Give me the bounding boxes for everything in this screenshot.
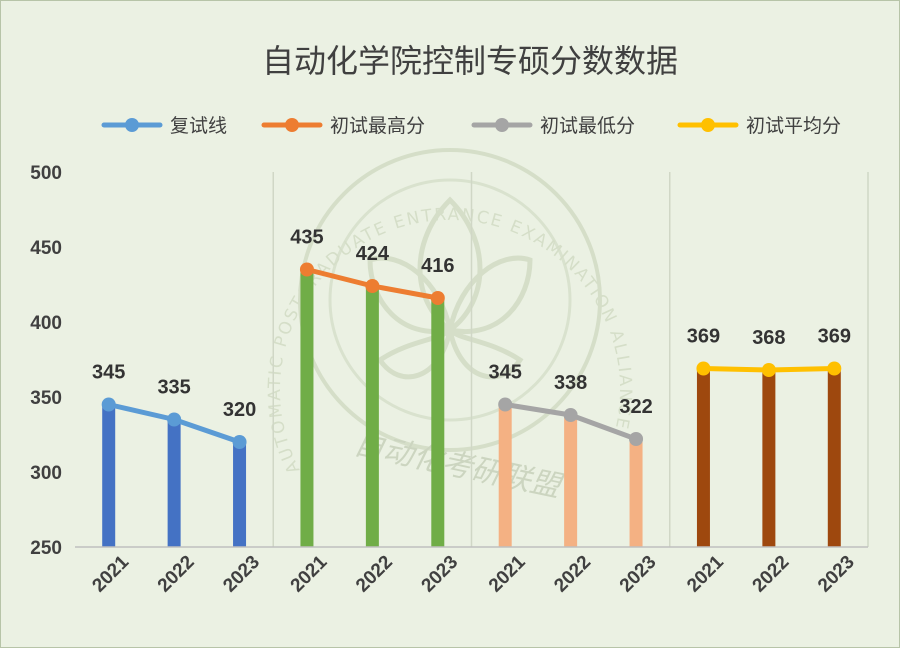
bar: [827, 368, 841, 547]
x-tick-label: 2023: [219, 552, 264, 597]
data-label: 424: [356, 243, 390, 265]
bar: [498, 404, 512, 547]
legend-label: 初试平均分: [746, 115, 841, 137]
bar: [300, 269, 314, 547]
y-tick-label: 350: [30, 388, 62, 409]
bar: [102, 404, 116, 547]
y-axis: 250 300 350 400 450 500: [30, 163, 62, 559]
y-tick-label: 250: [30, 538, 62, 559]
data-label: 335: [157, 377, 190, 399]
y-tick-label: 400: [30, 313, 62, 334]
data-point: [696, 361, 711, 376]
data-point: [563, 408, 578, 422]
data-point: [299, 262, 314, 277]
data-label: 338: [554, 372, 587, 394]
legend-item: 复试线: [101, 115, 227, 137]
legend-marker: [495, 118, 509, 132]
data-point: [101, 397, 116, 412]
x-tick-label: 2021: [88, 551, 133, 596]
data-point: [498, 397, 513, 412]
bar: [167, 419, 181, 547]
data-point: [167, 412, 182, 427]
series-group-3: 345 338 322: [489, 362, 653, 547]
legend-item: 初试最低分: [471, 115, 635, 137]
bar: [629, 439, 643, 547]
data-label: 369: [818, 326, 851, 348]
chart-title: 自动化学院控制专硕分数数据: [262, 42, 678, 80]
x-tick-label: 2022: [550, 552, 595, 597]
panel-separators: [272, 172, 869, 547]
legend-item: 初试平均分: [677, 115, 841, 137]
series-group-4: 369 368 369: [687, 326, 851, 547]
bar: [431, 298, 445, 547]
series-group-2: 435 424 416: [290, 227, 454, 547]
x-axis: 2021 2022 2023 2021 2022 2023 2021 2022 2023 2021…: [75, 546, 868, 597]
data-point: [761, 363, 776, 377]
watermark-inner-ring: [328, 178, 572, 422]
bar: [233, 442, 247, 547]
series-layer: 345 335 320 435 424 416 345 338 322 369 368 369: [92, 227, 851, 547]
x-tick-label: 2021: [287, 551, 332, 596]
data-label: 369: [687, 326, 720, 348]
data-label: 345: [92, 362, 125, 384]
data-label: 320: [223, 399, 256, 421]
x-tick-label: 2023: [418, 552, 463, 597]
data-point: [827, 361, 842, 376]
data-point: [629, 432, 644, 446]
x-tick-label: 2021: [683, 551, 728, 596]
data-label: 345: [489, 362, 522, 384]
x-tick-label: 2022: [154, 552, 199, 597]
watermark-emblem: [367, 196, 533, 380]
legend-marker: [285, 118, 299, 132]
series-group-1: 345 335 320: [92, 362, 256, 547]
legend: 复试线 初试最高分 初试最低分 初试平均分: [101, 115, 841, 137]
legend-label: 初试最高分: [330, 115, 425, 137]
y-tick-label: 300: [30, 463, 62, 484]
data-point: [430, 291, 445, 305]
bar: [365, 286, 379, 547]
bar: [762, 370, 776, 547]
legend-label: 初试最低分: [540, 115, 635, 137]
x-tick-label: 2023: [616, 552, 661, 597]
watermark-center-text: 自动化考研联盟: [351, 427, 567, 506]
legend-label: 复试线: [170, 115, 227, 137]
data-label: 368: [752, 327, 785, 349]
bar: [696, 368, 710, 547]
watermark-ring: [298, 148, 602, 452]
bar: [564, 415, 578, 547]
watermark: AUTOMATIC POSTGRADUATE ENTRANCE EXAMINAT…: [265, 148, 633, 506]
legend-item: 初试最高分: [261, 115, 425, 137]
data-point: [365, 279, 380, 293]
data-label: 416: [421, 255, 454, 277]
legend-marker: [701, 118, 715, 132]
x-tick-label: 2021: [485, 551, 530, 596]
x-tick-label: 2022: [749, 552, 794, 597]
x-tick-label: 2022: [352, 552, 397, 597]
data-point: [232, 435, 247, 449]
data-label: 435: [290, 227, 323, 249]
y-tick-label: 450: [30, 238, 62, 259]
x-tick-label: 2023: [814, 552, 859, 597]
legend-marker: [125, 118, 139, 132]
data-label: 322: [619, 396, 652, 418]
y-tick-label: 500: [30, 163, 62, 184]
